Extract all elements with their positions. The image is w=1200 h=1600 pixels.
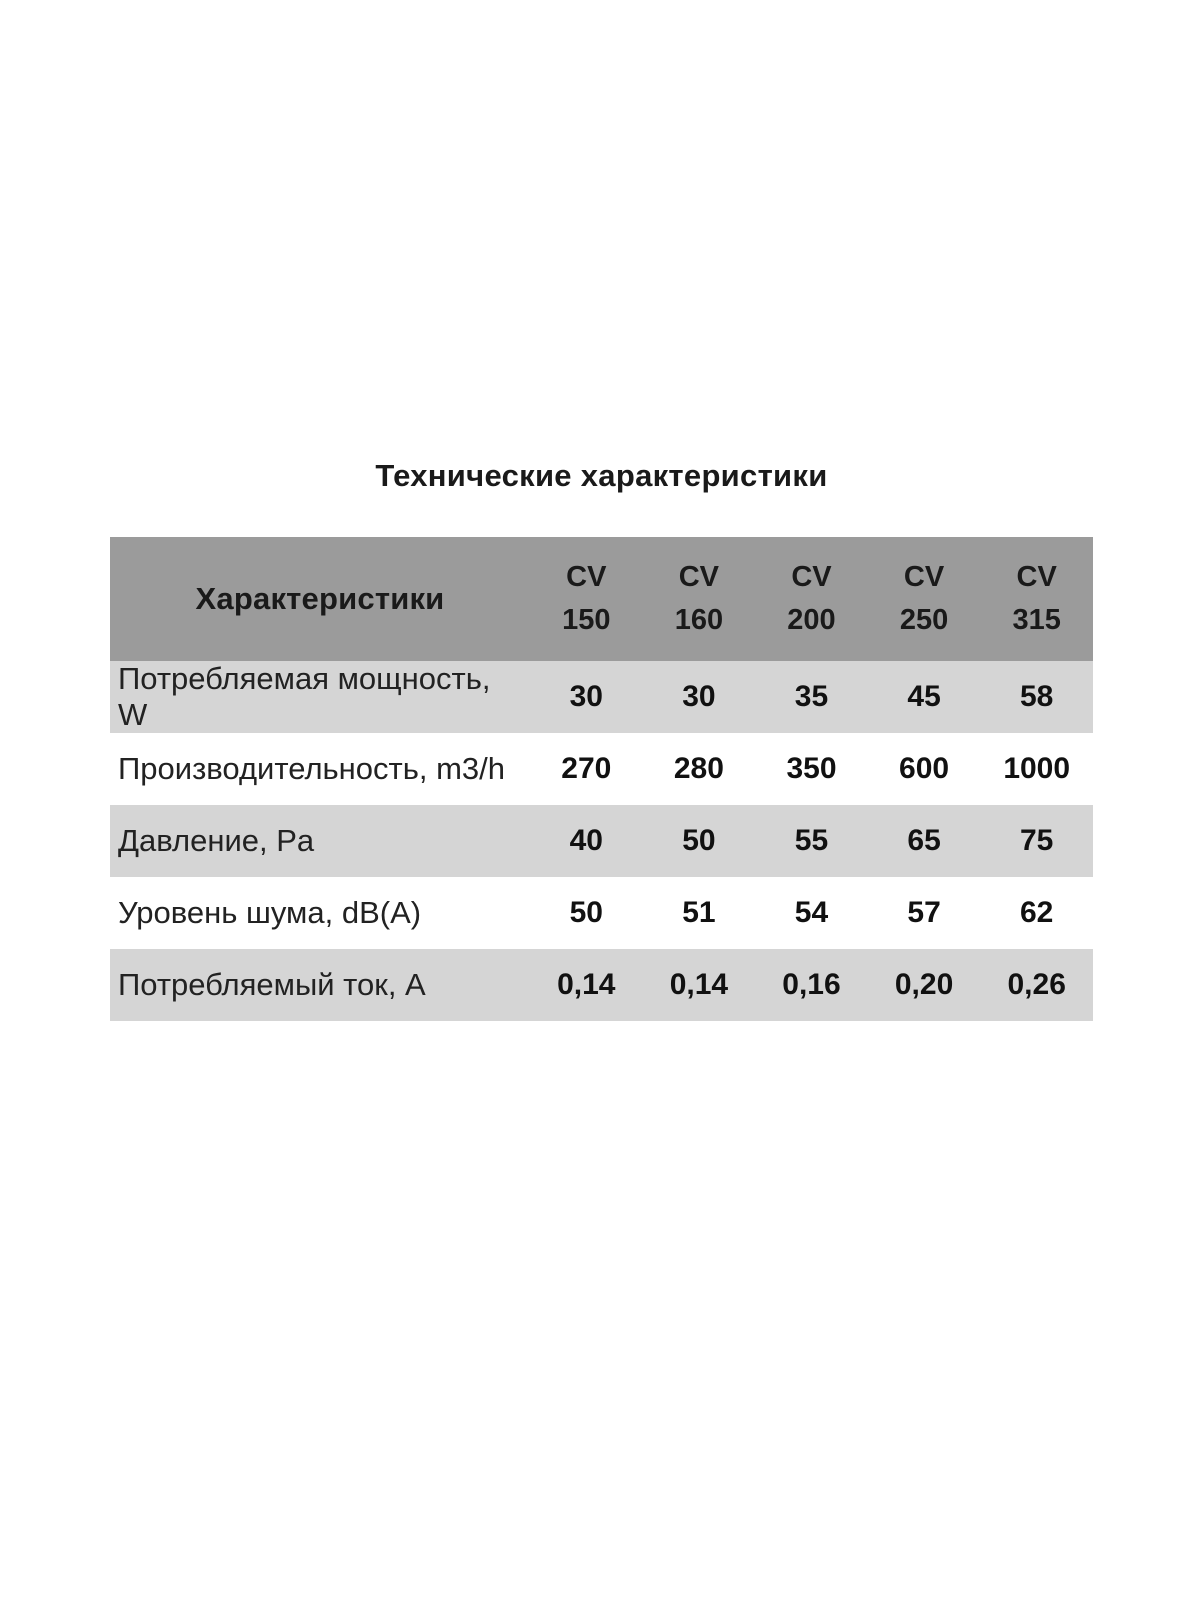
spec-value: 51: [682, 896, 716, 929]
model-size: 160: [674, 604, 724, 636]
column-header-cv250: CV 250: [867, 537, 981, 661]
spec-value: 54: [794, 896, 829, 929]
spec-value: 58: [1020, 680, 1054, 713]
column-header-characteristics: Характеристики: [110, 537, 530, 661]
model-size: 315: [1012, 604, 1061, 636]
model-series: CV: [903, 561, 945, 593]
specs-table: Характеристики CV 150 CV 160 CV 200 CV 2…: [110, 537, 1093, 1021]
model-size: 150: [562, 604, 611, 636]
spec-value: 600: [899, 752, 950, 785]
spec-value: 35: [794, 680, 829, 713]
spec-value: 30: [569, 680, 603, 713]
row-label: Производительность, m3/h: [118, 751, 506, 786]
spec-value: 0,16: [782, 968, 841, 1001]
model-series: CV: [1016, 561, 1057, 593]
spec-value: 0,14: [557, 968, 616, 1001]
column-header-cv150: CV 150: [530, 537, 643, 661]
spec-value: 57: [907, 896, 941, 929]
table-row-power: Потребляемая мощность, W 30 30 35 45 58: [110, 661, 1093, 733]
row-label: Давление, Pa: [118, 823, 315, 858]
table-row-current: Потребляемый ток, A 0,14 0,14 0,16 0,20 …: [110, 949, 1093, 1021]
model-size: 250: [899, 604, 949, 636]
spec-value: 55: [794, 824, 829, 857]
spec-value: 50: [682, 824, 716, 857]
spec-value: 62: [1020, 896, 1054, 929]
model-series: CV: [566, 561, 607, 593]
spec-value: 350: [786, 752, 837, 785]
row-label: Потребляемый ток, A: [118, 967, 426, 1002]
table-row-pressure: Давление, Pa 40 50 55 65 75: [110, 805, 1093, 877]
spec-value: 40: [569, 824, 603, 857]
row-label: Потребляемая мощность, W: [118, 661, 491, 732]
spec-value: 45: [907, 680, 941, 713]
table-row-airflow: Производительность, m3/h 270 280 350 600…: [110, 733, 1093, 805]
column-header-cv200: CV 200: [755, 537, 868, 661]
spec-value: 0,20: [894, 968, 954, 1001]
spec-value: 0,26: [1007, 968, 1066, 1001]
spec-value: 270: [561, 752, 612, 785]
page-title: Технические характеристики: [375, 458, 828, 493]
spec-value: 0,14: [669, 968, 729, 1001]
spec-value: 1000: [1003, 752, 1071, 785]
spec-value: 280: [673, 752, 724, 785]
model-series: CV: [791, 561, 832, 593]
column-header-cv160: CV 160: [642, 537, 756, 661]
column-header-cv315: CV 315: [980, 537, 1093, 661]
spec-value: 75: [1020, 824, 1054, 857]
table-row-noise: Уровень шума, dB(A) 50 51 54 57 62: [110, 877, 1093, 949]
spec-value: 50: [569, 896, 603, 929]
model-series: CV: [678, 561, 720, 593]
model-size: 200: [787, 604, 836, 636]
row-label: Уровень шума, dB(A): [118, 895, 422, 930]
spec-value: 65: [907, 824, 941, 857]
spec-value: 30: [682, 680, 716, 713]
table-header-row: Характеристики CV 150 CV 160 CV 200 CV 2…: [110, 537, 1093, 661]
